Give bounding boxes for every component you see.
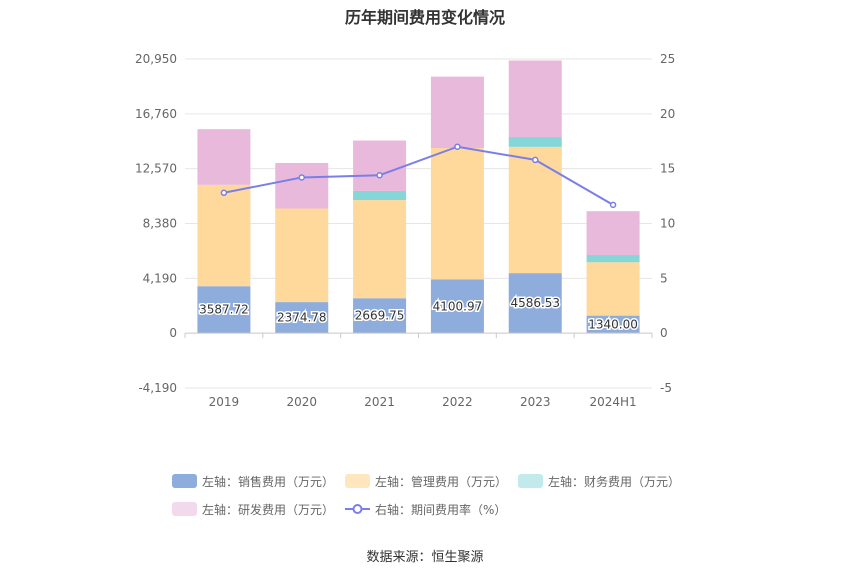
bar-segment[interactable] (275, 302, 329, 334)
bar-segment[interactable] (197, 286, 251, 334)
bar-segment[interactable] (508, 137, 562, 147)
x-axis-tick-label: 2022 (442, 395, 473, 409)
bar-segment[interactable] (430, 147, 484, 280)
legend-label-rate: 右轴：期间费用率（%） (375, 502, 507, 517)
bar-segment[interactable] (508, 273, 562, 334)
bar-segment[interactable] (508, 60, 562, 138)
bar-data-label: 4100.97 (433, 299, 483, 313)
legend-item-rate[interactable]: 右轴：期间费用率（%） (345, 501, 518, 518)
bar-segment[interactable] (353, 298, 407, 334)
legend-swatch-admin (345, 474, 370, 488)
legend-row-1: 左轴：销售费用（万元） 左轴：管理费用（万元） 左轴：财务费用（万元） (172, 470, 692, 492)
legend-swatch-sales (172, 474, 197, 488)
rate-line-point[interactable] (298, 174, 305, 181)
left-axis-tick-label: 16,760 (135, 107, 177, 121)
bar-data-label: 3587.72 (199, 303, 249, 317)
right-axis-tick-label: 20 (660, 107, 675, 121)
left-axis-tick-label: 20,950 (135, 52, 177, 66)
bar-segment[interactable] (586, 255, 640, 263)
bar-data-label: 1340.00 (588, 317, 638, 331)
bar-segment[interactable] (197, 129, 251, 185)
source-note: 数据来源：恒生聚源 (366, 550, 484, 565)
rate-line-series (220, 143, 617, 209)
bar-data-label: 2669.75 (355, 309, 405, 323)
x-axis-tick-label: 2023 (520, 395, 551, 409)
legend-label-finance: 左轴：财务费用（万元） (548, 474, 681, 489)
rate-line-point[interactable] (220, 189, 228, 197)
bar-labels: 3587.72 2374.78 2669.75 4100.97 4586.53 1340.… (198, 295, 640, 333)
legend-line-marker-icon (345, 504, 370, 514)
bar-segment[interactable] (508, 146, 562, 274)
bar-segment[interactable] (353, 140, 407, 191)
bar-data-label: 2374.78 (277, 311, 327, 325)
axes: 20,95016,76012,5708,3804,1900-4,19025201… (135, 52, 675, 409)
bar-segment[interactable] (353, 200, 407, 299)
rate-line (223, 145, 614, 206)
legend-label-rd: 左轴：研发费用（万元） (202, 502, 335, 517)
right-axis-tick-label: 15 (660, 162, 675, 176)
legend-label-sales: 左轴：销售费用（万元） (202, 474, 335, 489)
rate-line-point[interactable] (454, 143, 461, 150)
right-axis-tick-label: 5 (660, 271, 668, 285)
legend-row-2: 左轴：研发费用（万元） 右轴：期间费用率（%） (172, 498, 692, 520)
legend-item-rd[interactable]: 左轴：研发费用（万元） (172, 501, 345, 518)
right-axis-tick-label: 0 (660, 326, 668, 340)
x-axis-tick-label: 2019 (209, 395, 240, 409)
bar-segment[interactable] (197, 184, 251, 287)
bar-segment[interactable] (275, 208, 329, 303)
bar-segment[interactable] (430, 279, 484, 334)
left-axis-tick-label: -4,190 (138, 381, 177, 395)
legend-item-finance[interactable]: 左轴：财务费用（万元） (518, 473, 691, 490)
bar-segment[interactable] (430, 76, 484, 148)
left-axis-tick-label: 8,380 (143, 217, 177, 231)
bar-segment[interactable] (275, 162, 329, 209)
left-axis-tick-label: 0 (169, 326, 177, 340)
rate-line-point[interactable] (609, 201, 617, 209)
legend: 左轴：销售费用（万元） 左轴：管理费用（万元） 左轴：财务费用（万元） 左轴：研… (172, 470, 692, 526)
bar-segment[interactable] (586, 211, 640, 256)
legend-swatch-finance (518, 474, 543, 488)
rate-line-point[interactable] (532, 156, 539, 164)
rate-line-point[interactable] (376, 171, 383, 179)
legend-swatch-rd (172, 502, 197, 516)
bar-segment[interactable] (353, 190, 407, 201)
left-axis-tick-label: 4,190 (143, 271, 177, 285)
bar-series (197, 60, 640, 334)
right-axis-tick-label: -5 (660, 381, 672, 395)
gridlines (185, 58, 652, 389)
x-axis-tick-label: 2020 (286, 395, 317, 409)
bar-segment[interactable] (586, 315, 640, 334)
legend-label-admin: 左轴：管理费用（万元） (375, 474, 508, 489)
x-axis-tick-label: 2021 (364, 395, 395, 409)
chart-title: 历年期间费用变化情况 (344, 8, 505, 27)
right-axis-tick-label: 25 (660, 52, 675, 66)
bar-data-label: 4586.53 (510, 296, 560, 310)
right-axis-tick-label: 10 (660, 217, 675, 231)
legend-item-sales[interactable]: 左轴：销售费用（万元） (172, 473, 345, 490)
x-axis-tick-label: 2024H1 (589, 395, 636, 409)
legend-item-admin[interactable]: 左轴：管理费用（万元） (345, 473, 518, 490)
bar-segment[interactable] (586, 262, 640, 316)
left-axis-tick-label: 12,570 (135, 162, 177, 176)
